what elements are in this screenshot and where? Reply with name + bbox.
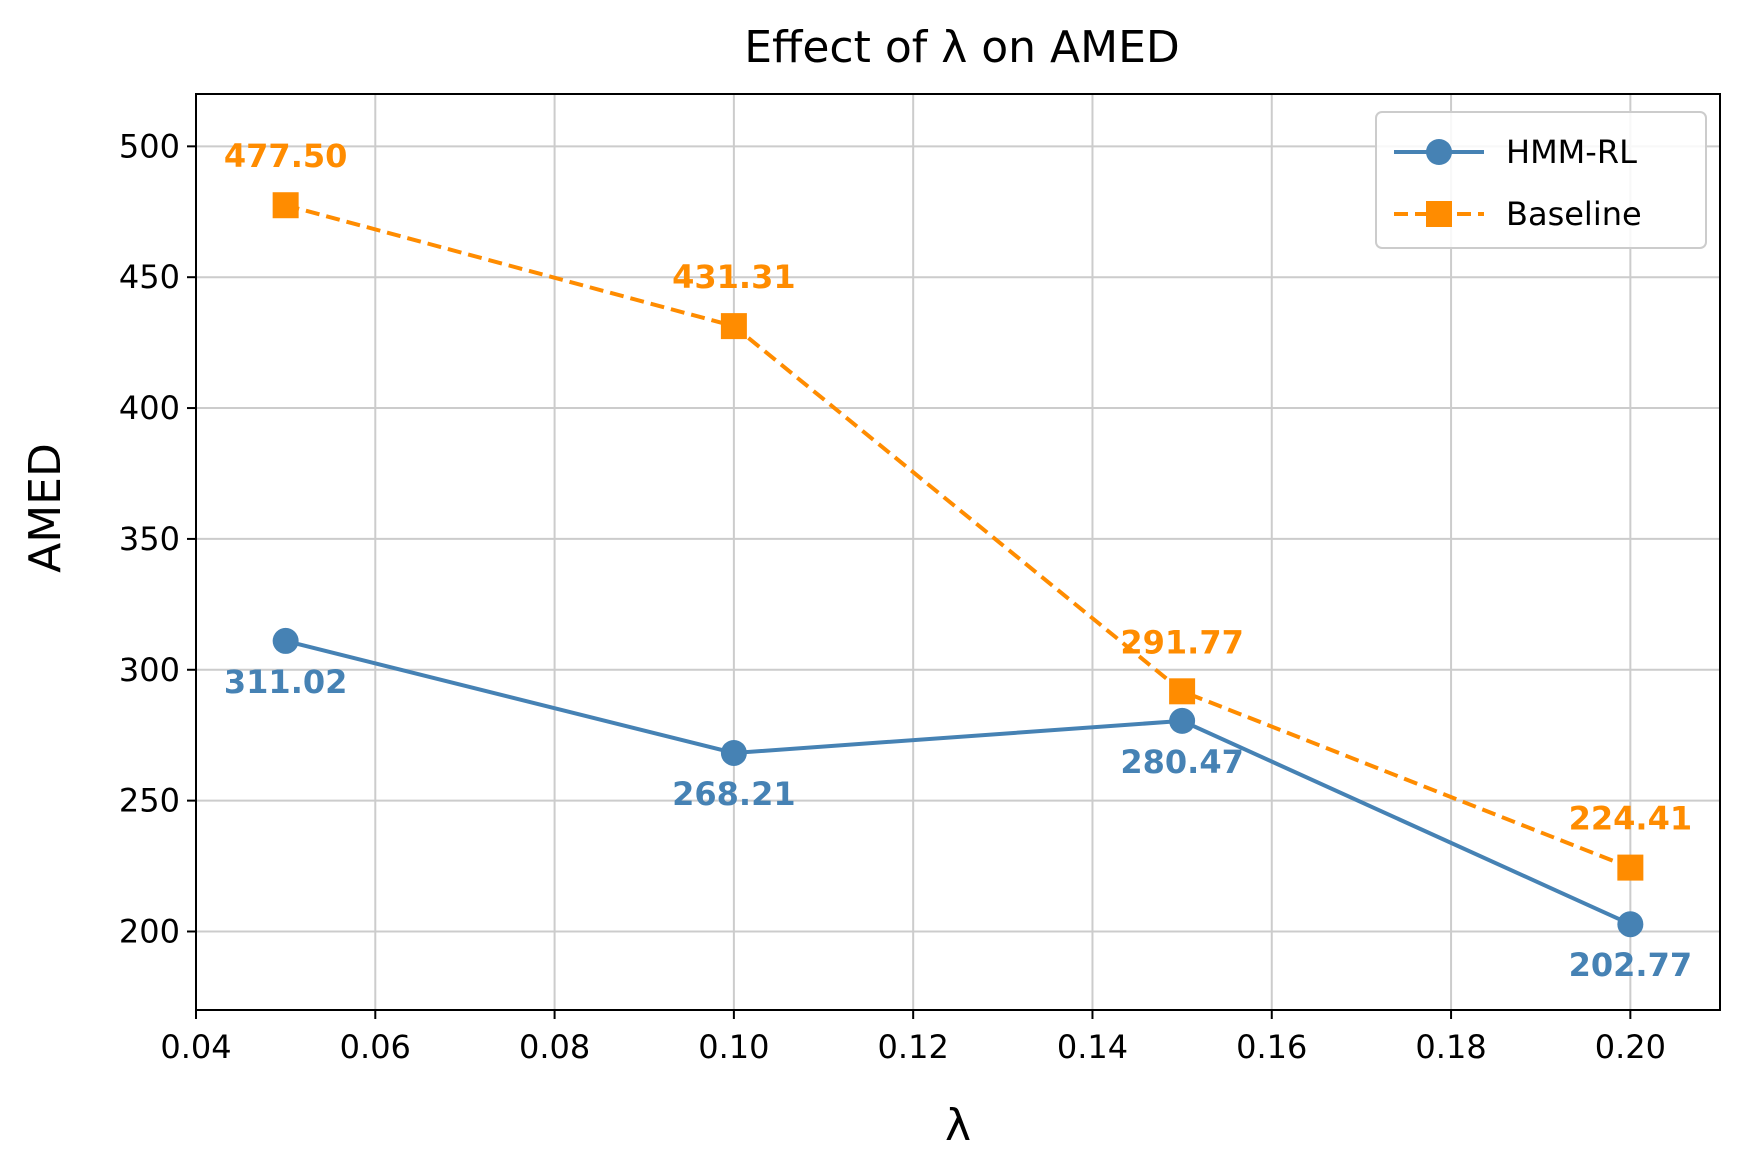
baseline-point xyxy=(272,192,299,219)
x-tick-label: 0.12 xyxy=(878,1028,949,1066)
grid xyxy=(195,94,1720,1010)
series-layer: 311.02 268.21 280.47 202.77 477.50 431.31 291.… xyxy=(224,137,1692,984)
hmm-rl-data-label: 202.77 xyxy=(1569,946,1692,984)
legend-marker xyxy=(1426,201,1452,227)
hmm-rl-line xyxy=(285,638,1632,927)
x-axis-label: λ xyxy=(945,1100,971,1151)
y-tick-label: 200 xyxy=(119,912,180,950)
series-baseline: 477.50 431.31 291.77 224.41 xyxy=(224,137,1692,881)
baseline-data-label: 477.50 xyxy=(224,137,347,175)
series-hmm-rl: 311.02 268.21 280.47 202.77 xyxy=(224,627,1692,984)
x-tick-label: 0.10 xyxy=(698,1028,769,1066)
y-tick-label: 400 xyxy=(119,389,180,427)
baseline-data-label: 431.31 xyxy=(672,258,795,296)
legend-label: Baseline xyxy=(1506,195,1642,233)
legend-label: HMM-RL xyxy=(1506,133,1637,171)
x-tick-label: 0.20 xyxy=(1595,1028,1666,1066)
x-tick-label: 0.16 xyxy=(1236,1028,1307,1066)
x-tick-label: 0.04 xyxy=(160,1028,231,1066)
x-tick-label: 0.14 xyxy=(1057,1028,1128,1066)
y-tick-label: 350 xyxy=(119,520,180,558)
hmm-rl-point xyxy=(720,739,747,766)
baseline-data-label: 291.77 xyxy=(1120,623,1243,661)
legend-marker xyxy=(1426,139,1452,165)
y-tick-label: 250 xyxy=(119,782,180,820)
x-tick-label: 0.06 xyxy=(340,1028,411,1066)
baseline-point xyxy=(720,313,747,340)
y-tick-label: 500 xyxy=(119,127,180,165)
hmm-rl-point xyxy=(272,627,299,654)
x-tick-label: 0.18 xyxy=(1415,1028,1486,1066)
hmm-rl-point xyxy=(1617,911,1644,938)
legend: HMM-RL Baseline xyxy=(1375,111,1707,249)
y-axis-ticks: 200 250 300 350 400 450 500 xyxy=(119,127,196,950)
x-tick-label: 0.08 xyxy=(519,1028,590,1066)
hmm-rl-data-label: 268.21 xyxy=(672,775,795,813)
baseline-line xyxy=(285,203,1632,870)
baseline-point xyxy=(1617,854,1644,881)
y-tick-label: 300 xyxy=(119,651,180,689)
chart-title: Effect of λ on AMED xyxy=(744,22,1180,73)
hmm-rl-data-label: 280.47 xyxy=(1120,743,1243,781)
y-tick-label: 450 xyxy=(119,258,180,296)
legend-item-hmm-rl: HMM-RL xyxy=(1394,133,1637,171)
hmm-rl-data-label: 311.02 xyxy=(224,663,347,701)
baseline-point xyxy=(1169,678,1196,705)
hmm-rl-point xyxy=(1169,707,1196,734)
x-axis-ticks: 0.04 0.06 0.08 0.10 0.12 0.14 0.16 0.18 0.20 xyxy=(160,1010,1666,1066)
plot-frame xyxy=(195,93,1721,1011)
legend-item-baseline: Baseline xyxy=(1394,195,1642,233)
y-axis-label: AMED xyxy=(20,443,71,573)
baseline-data-label: 224.41 xyxy=(1569,800,1692,838)
